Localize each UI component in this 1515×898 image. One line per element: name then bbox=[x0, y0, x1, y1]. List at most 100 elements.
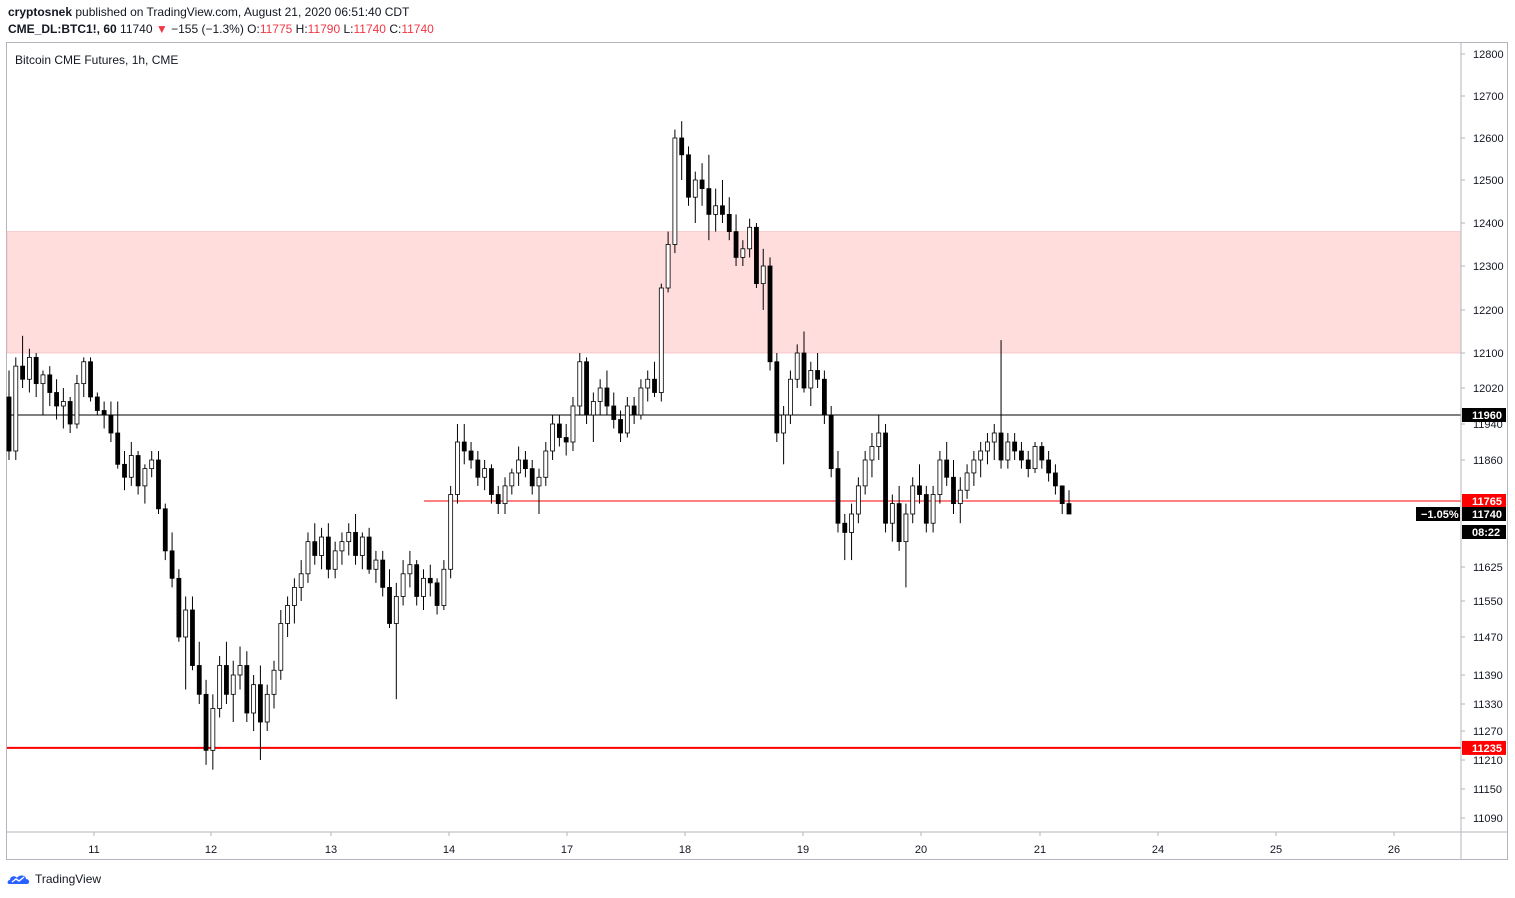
candle-body bbox=[482, 468, 488, 478]
candle-body bbox=[862, 459, 868, 487]
candle-body bbox=[319, 536, 324, 556]
candle-body bbox=[1012, 441, 1018, 452]
candle-body bbox=[353, 532, 358, 556]
candle-body bbox=[740, 248, 746, 258]
candle-body bbox=[421, 577, 426, 597]
candle-body bbox=[563, 437, 569, 443]
candle-body bbox=[801, 352, 807, 389]
candle-body bbox=[115, 432, 121, 465]
candle-body bbox=[1039, 446, 1045, 461]
candle-body bbox=[808, 370, 814, 389]
candle-body bbox=[346, 532, 352, 543]
candle-body bbox=[108, 414, 114, 434]
candle-body bbox=[706, 188, 712, 215]
candle-body bbox=[597, 387, 603, 402]
candle-body bbox=[176, 577, 182, 638]
y-tick-label: 11860 bbox=[1473, 455, 1503, 467]
candle-body bbox=[1005, 441, 1011, 461]
candle-body bbox=[1019, 450, 1024, 461]
candle-body bbox=[60, 401, 66, 407]
candle-body bbox=[964, 472, 970, 491]
candle-body bbox=[930, 494, 936, 524]
candle-body bbox=[509, 472, 515, 487]
candle-body bbox=[393, 596, 399, 624]
candle-body bbox=[6, 396, 12, 452]
candle-body bbox=[74, 383, 80, 425]
x-tick-label: 14 bbox=[443, 844, 455, 856]
candle-body bbox=[720, 205, 725, 215]
candle-body bbox=[1025, 459, 1031, 470]
candle-body bbox=[529, 468, 535, 487]
candle-body bbox=[502, 485, 508, 505]
open-value: 11775 bbox=[259, 22, 293, 36]
candle-body bbox=[611, 405, 617, 420]
candle-body bbox=[258, 684, 263, 723]
candle-body bbox=[414, 564, 420, 597]
y-tick-label: 11470 bbox=[1473, 632, 1503, 644]
candle-body bbox=[842, 522, 848, 533]
chart-frame[interactable] bbox=[6, 42, 1508, 860]
x-tick-label: 19 bbox=[797, 844, 809, 856]
candle-body bbox=[516, 459, 522, 474]
candle-body bbox=[387, 587, 392, 624]
candle-body bbox=[556, 423, 562, 438]
low-label: L: bbox=[343, 22, 354, 36]
candle-body bbox=[937, 459, 943, 495]
candle-body bbox=[604, 387, 610, 407]
candle-body bbox=[142, 468, 148, 487]
candle-body bbox=[190, 609, 195, 666]
candle-body bbox=[26, 356, 32, 380]
candle-body bbox=[88, 361, 93, 398]
y-tick-label: 12700 bbox=[1473, 91, 1504, 103]
candle-body bbox=[1046, 459, 1052, 474]
candle-body bbox=[332, 550, 338, 570]
candle-body bbox=[475, 459, 481, 478]
candle-body bbox=[366, 536, 372, 570]
candle-body bbox=[196, 665, 202, 695]
candle-body bbox=[373, 559, 379, 570]
symbol-label: CME_DL:BTC1!, 60 bbox=[8, 22, 117, 36]
countdown-label: 08:22 bbox=[1472, 527, 1500, 539]
candle-body bbox=[400, 573, 406, 597]
chart-title: Bitcoin CME Futures, 1h, CME bbox=[15, 53, 179, 67]
y-tick-label: 11330 bbox=[1473, 699, 1503, 711]
label-11235-bg bbox=[1462, 740, 1506, 755]
close-value: 11740 bbox=[401, 22, 434, 36]
down-arrow-icon: ▼ bbox=[155, 22, 168, 36]
candle-body bbox=[760, 265, 766, 285]
candle-body bbox=[570, 405, 576, 443]
candle-body bbox=[672, 137, 678, 245]
x-tick-label: 26 bbox=[1388, 844, 1400, 856]
candle-body bbox=[876, 432, 882, 447]
candle-body bbox=[835, 468, 841, 524]
candle-body bbox=[910, 485, 916, 515]
y-tick-label: 12600 bbox=[1473, 133, 1504, 145]
candle-body bbox=[264, 693, 270, 723]
candle-body bbox=[624, 405, 630, 434]
candle-body bbox=[754, 226, 759, 285]
candle-body bbox=[957, 489, 963, 505]
label-11960-bg bbox=[1462, 408, 1506, 422]
tradingview-logo-icon bbox=[7, 875, 30, 884]
candle-body bbox=[291, 587, 297, 606]
candle-body bbox=[658, 287, 664, 393]
footer-brand[interactable]: TradingView bbox=[7, 872, 101, 886]
y-tick-label: 11210 bbox=[1473, 755, 1503, 767]
candle-body bbox=[203, 693, 209, 751]
candle-body bbox=[618, 419, 623, 434]
candle-body bbox=[122, 463, 127, 478]
x-tick-label: 25 bbox=[1270, 844, 1282, 856]
candle-body bbox=[251, 684, 257, 714]
candle-body bbox=[1059, 485, 1065, 505]
publisher-name[interactable]: cryptosnek bbox=[8, 5, 73, 19]
candle-body bbox=[686, 154, 691, 198]
change-label-bg bbox=[1416, 507, 1460, 521]
x-tick-label: 20 bbox=[915, 844, 927, 856]
candle-body bbox=[1053, 472, 1058, 487]
candle-body bbox=[495, 494, 501, 504]
candle-body bbox=[1032, 446, 1038, 470]
label-last-price: 11740 bbox=[1472, 509, 1502, 521]
candle-body bbox=[855, 485, 861, 515]
x-tick-label: 18 bbox=[679, 844, 691, 856]
